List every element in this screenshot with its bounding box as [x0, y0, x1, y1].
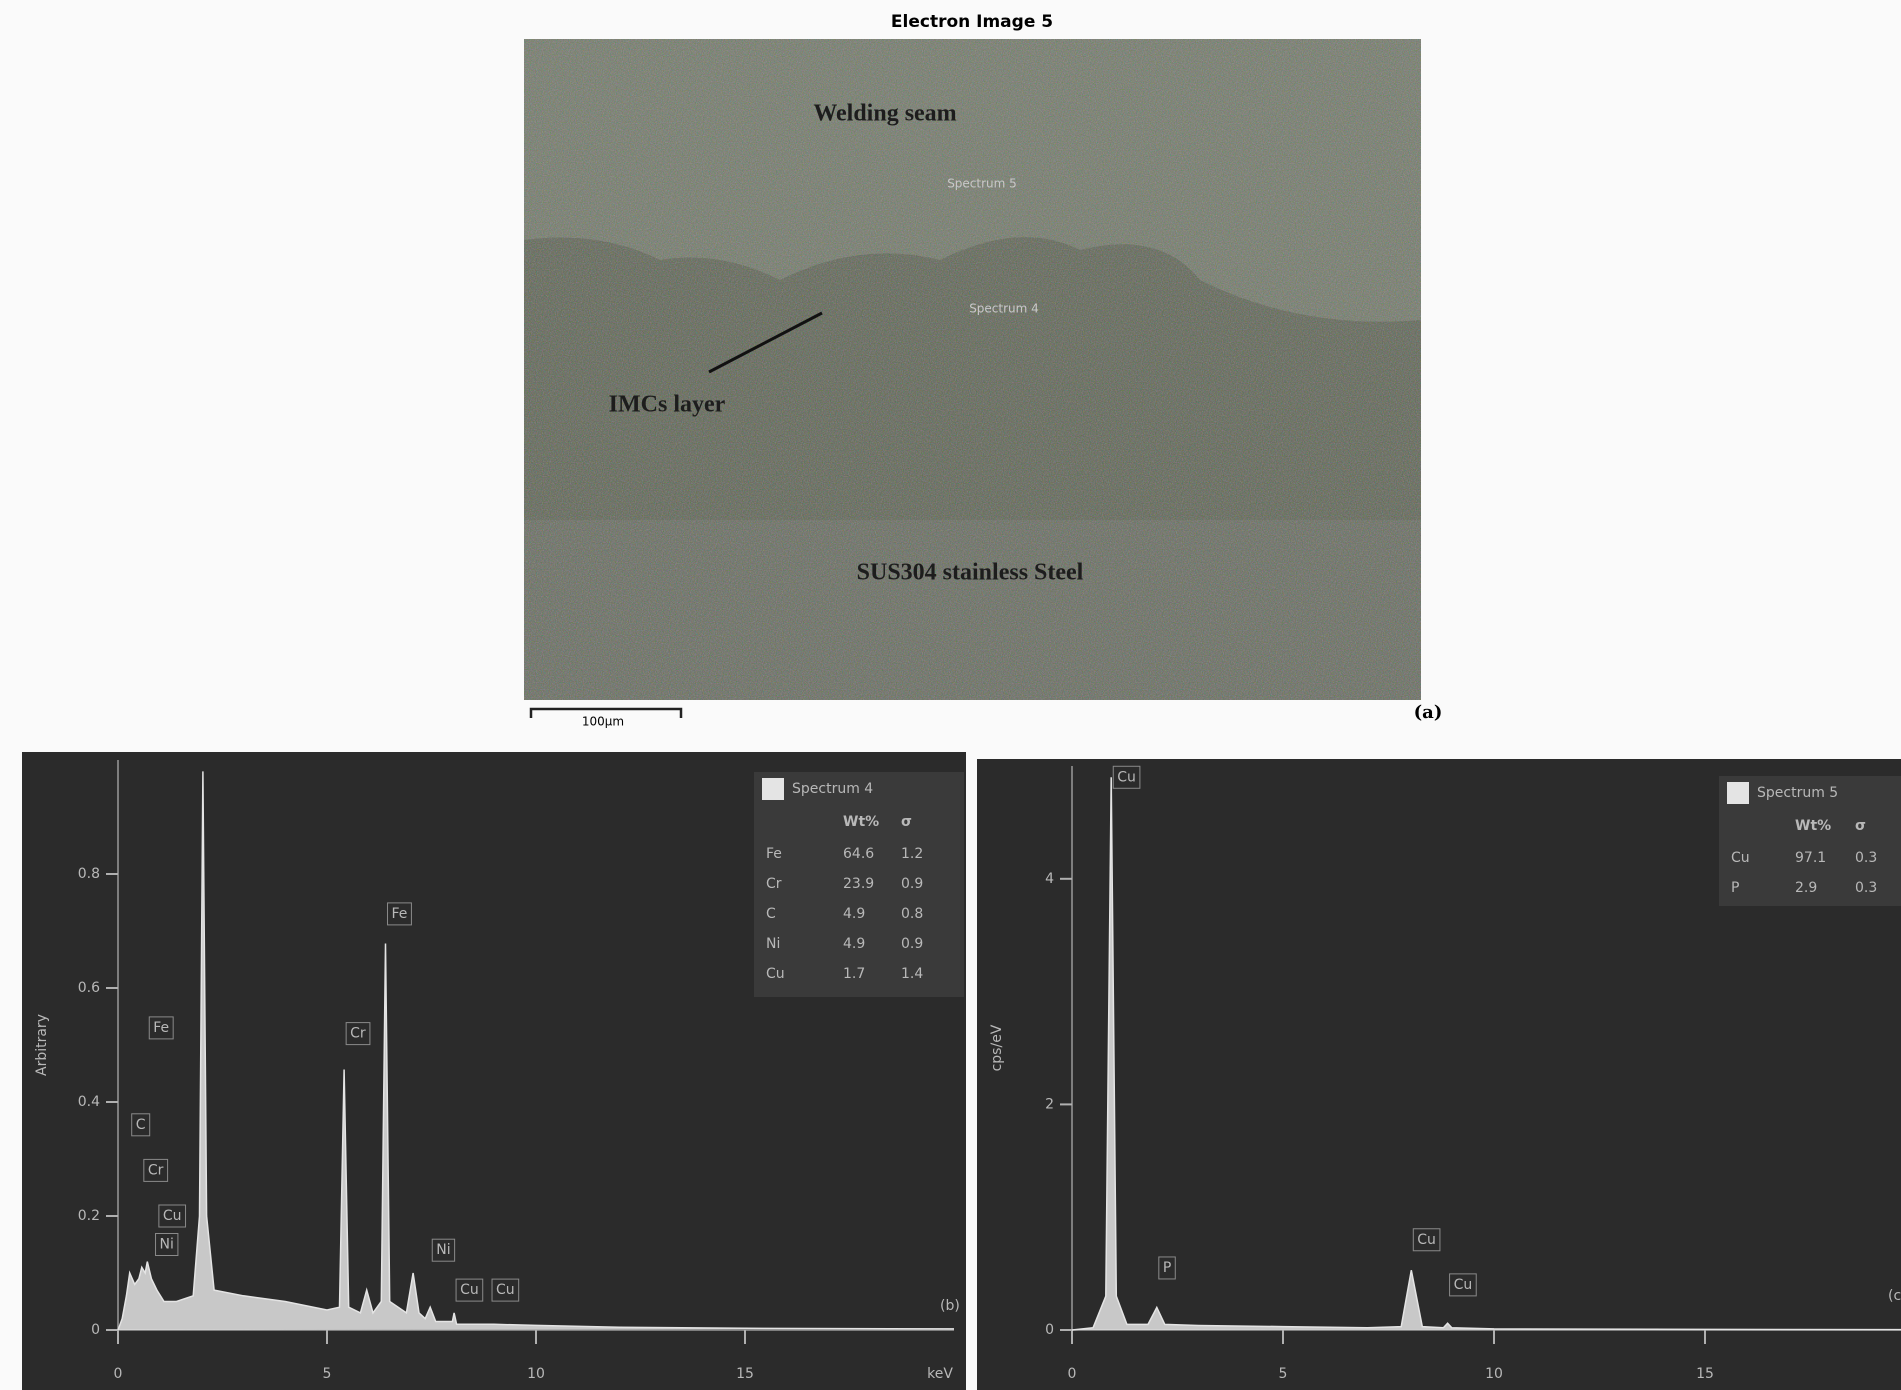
- legend-cell: P: [1731, 880, 1739, 896]
- legend-header: σ: [901, 814, 912, 830]
- y-tick-label: 0.6: [78, 980, 100, 996]
- peak-label: Ni: [436, 1242, 450, 1258]
- spectra: 0 0.2 0.4 0.6 0.8 0 5 10 15 keV Arbitrary Fe C Cr Cu Ni…: [22, 752, 1901, 1390]
- legend-cell: 4.9: [843, 906, 865, 922]
- legend-header: σ: [1855, 818, 1866, 834]
- peak-label: Cu: [1454, 1277, 1473, 1293]
- panel-label: (c: [1888, 1288, 1901, 1304]
- peak-label: Cu: [460, 1282, 479, 1298]
- peak-label: C: [136, 1117, 146, 1133]
- y-tick-label: 0: [1045, 1322, 1054, 1338]
- spectrum-panel: 0 2 4 0 5 10 15 cps/eV Cu P Cu Cu Spectrum 5 Wt% σ Cu 97…: [977, 759, 1901, 1390]
- legend-swatch: [1727, 782, 1749, 804]
- x-tick-label: 10: [1485, 1366, 1503, 1382]
- x-tick-label: 5: [1279, 1366, 1288, 1382]
- x-tick-label: 0: [114, 1366, 123, 1382]
- legend-cell: 0.8: [901, 906, 923, 922]
- peak-label: Cr: [148, 1162, 164, 1178]
- spectrum-panel: 0 0.2 0.4 0.6 0.8 0 5 10 15 keV Arbitrary Fe C Cr Cu Ni…: [22, 752, 966, 1390]
- legend-cell: 64.6: [843, 846, 874, 862]
- figure: Electron Image 5 Welding seam Spectrum 5…: [0, 0, 1901, 1390]
- image-noise: [524, 39, 1421, 700]
- x-tick-label: 10: [527, 1366, 545, 1382]
- legend-title: Spectrum 4: [792, 781, 873, 797]
- x-axis-label: keV: [927, 1366, 953, 1382]
- legend-cell: Cu: [1731, 850, 1750, 866]
- legend-cell: 0.9: [901, 936, 923, 952]
- y-tick-label: 0.8: [78, 866, 100, 882]
- image-label: IMCs layer: [609, 392, 726, 418]
- x-tick-label: 5: [323, 1366, 332, 1382]
- peak-label: P: [1163, 1260, 1171, 1276]
- legend-cell: 1.2: [901, 846, 923, 862]
- image-label: Spectrum 4: [969, 302, 1039, 316]
- y-tick-label: 0.2: [78, 1208, 100, 1224]
- image-label: Welding seam: [813, 101, 956, 127]
- sem-image: Welding seam Spectrum 5 Spectrum 4 IMCs …: [524, 39, 1421, 700]
- y-axis-label: cps/eV: [989, 1024, 1005, 1071]
- y-tick-label: 0.4: [78, 1094, 100, 1110]
- legend-cell: 4.9: [843, 936, 865, 952]
- legend-cell: Fe: [766, 846, 782, 862]
- y-tick-label: 0: [91, 1322, 100, 1338]
- legend-cell: 0.3: [1855, 880, 1877, 896]
- y-tick-label: 4: [1045, 871, 1054, 887]
- legend-swatch: [762, 778, 784, 800]
- legend-cell: C: [766, 906, 776, 922]
- page: Electron Image 5 Welding seam Spectrum 5…: [0, 0, 1901, 1390]
- peak-label: Ni: [160, 1237, 174, 1253]
- x-tick-label: 0: [1068, 1366, 1077, 1382]
- legend-cell: Cu: [766, 966, 785, 982]
- peak-label: Cr: [350, 1026, 366, 1042]
- image-label: SUS304 stainless Steel: [857, 560, 1084, 586]
- y-tick-label: 2: [1045, 1096, 1054, 1112]
- panel-label: (b): [940, 1298, 960, 1314]
- image-title: Electron Image 5: [891, 12, 1053, 32]
- panel-label: (a): [1414, 702, 1443, 723]
- peak-label: Fe: [392, 906, 408, 922]
- peak-label: Cu: [163, 1208, 182, 1224]
- image-label: Spectrum 5: [947, 177, 1017, 191]
- peak-label: Cu: [496, 1282, 515, 1298]
- x-tick-label: 15: [736, 1366, 754, 1382]
- x-tick-label: 15: [1696, 1366, 1714, 1382]
- legend-cell: 1.4: [901, 966, 923, 982]
- legend-title: Spectrum 5: [1757, 785, 1838, 801]
- legend-cell: Cr: [766, 876, 782, 892]
- peak-label: Cu: [1417, 1232, 1436, 1248]
- y-axis-label: Arbitrary: [34, 1014, 50, 1076]
- peak-label: Fe: [153, 1020, 169, 1036]
- legend-cell: 0.3: [1855, 850, 1877, 866]
- legend-cell: 1.7: [843, 966, 865, 982]
- legend-cell: 2.9: [1795, 880, 1817, 896]
- peak-label: Cu: [1117, 769, 1136, 785]
- legend-cell: 23.9: [843, 876, 874, 892]
- legend-cell: Ni: [766, 936, 780, 952]
- legend-header: Wt%: [1795, 818, 1831, 834]
- legend-cell: 0.9: [901, 876, 923, 892]
- legend-header: Wt%: [843, 814, 879, 830]
- legend-cell: 97.1: [1795, 850, 1826, 866]
- scale-bar-label: 100µm: [582, 715, 624, 729]
